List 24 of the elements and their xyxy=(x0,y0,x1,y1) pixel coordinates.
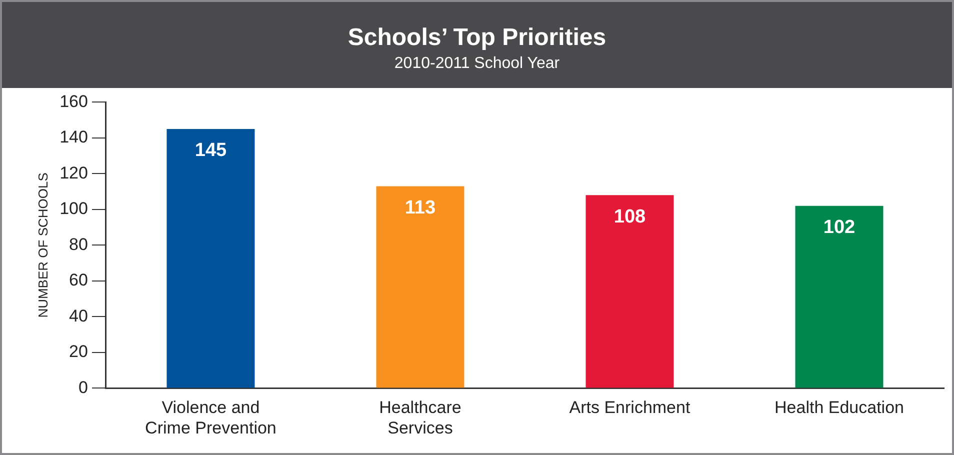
data-label: 102 xyxy=(823,217,856,238)
y-tick-label: 80 xyxy=(69,234,88,254)
bar xyxy=(376,186,464,388)
x-tick-label: Arts Enrichment xyxy=(569,398,690,418)
y-tick-label: 140 xyxy=(60,128,88,147)
y-tick-label: 120 xyxy=(60,163,88,182)
bar xyxy=(586,195,674,388)
data-label: 113 xyxy=(404,197,436,218)
data-label: 108 xyxy=(614,206,646,228)
y-tick-label: 160 xyxy=(60,92,88,111)
chart-subtitle: 2010-2011 School Year xyxy=(393,55,561,73)
y-tick-label: 20 xyxy=(69,342,88,362)
x-tick-label: Healthcare Services xyxy=(379,398,462,438)
x-tick-label: Violence and Crime Prevention xyxy=(145,398,276,438)
data-label: 145 xyxy=(194,140,227,162)
y-tick-label: 0 xyxy=(78,378,88,397)
y-axis-title: NUMBER OF SCHOOLS xyxy=(35,172,50,318)
bar xyxy=(795,206,884,388)
chart-title: Schools’ Top Priorities xyxy=(346,23,608,52)
y-tick-label: 40 xyxy=(69,306,88,326)
x-tick-label: Health Education xyxy=(774,398,904,418)
y-tick-label: 60 xyxy=(69,270,88,290)
bar xyxy=(166,129,255,388)
y-tick-label: 100 xyxy=(60,199,88,218)
